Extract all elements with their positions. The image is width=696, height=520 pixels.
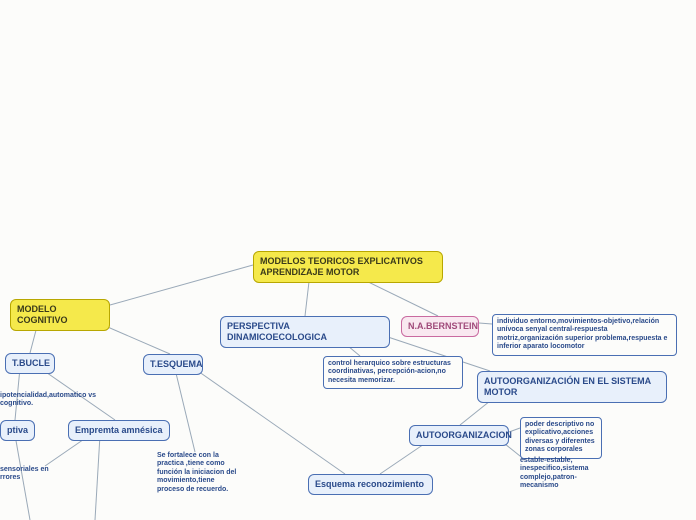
node-perspectiva[interactable]: PERSPECTIVA DINAMICOECOLOGICA [220,316,390,348]
note-fortalece_note: Se fortalece con la practica ,tiene como… [157,452,237,504]
edge [175,369,195,452]
note-estable_note: estable-estable, inespecifico,sistema co… [520,457,600,491]
node-modelo_cognitivo[interactable]: MODELO COGNITIVO [10,299,110,331]
node-tbucle[interactable]: T.BUCLE [5,353,55,374]
node-bernstein[interactable]: N.A.BERNSTEIN [401,316,479,337]
node-esquema_recon[interactable]: Esquema reconozimiento [308,474,433,495]
note-equi_note: ipotencialidad,automatico vs cognitivo. [0,392,110,409]
note-poder_note: poder descriptivo no explicativo,accione… [520,417,602,459]
edge [110,265,253,305]
note-bernstein_note: individuo entorno,movimientos-objetivo,r… [492,314,677,356]
edge [95,435,100,520]
node-root[interactable]: MODELOS TEORICOS EXPLICATIVOS APRENDIZAJ… [253,251,443,283]
node-autoorg_sistema[interactable]: AUTOORGANIZACIÓN EN EL SISTEMA MOTOR [477,371,667,403]
note-sensoriales_note: sensoriales en rrores [0,466,50,483]
node-tesquema[interactable]: T.ESQUEMA [143,354,203,375]
node-empremta[interactable]: Empremta amnésica [68,420,170,441]
note-control_note: control herarquico sobre estructuras coo… [323,356,463,389]
node-autoorganizacion[interactable]: AUTOORGANIZACION [409,425,509,446]
node-ptiva[interactable]: ptiva [0,420,35,441]
edge [479,323,492,324]
